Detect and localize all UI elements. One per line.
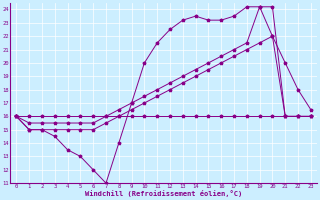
- X-axis label: Windchill (Refroidissement éolien,°C): Windchill (Refroidissement éolien,°C): [85, 190, 242, 197]
